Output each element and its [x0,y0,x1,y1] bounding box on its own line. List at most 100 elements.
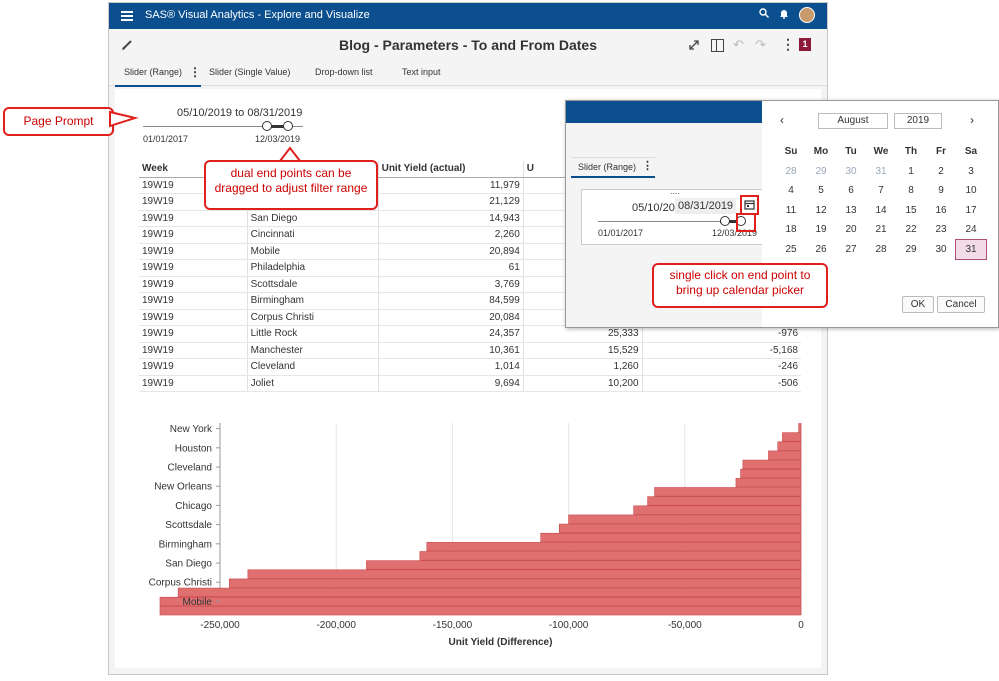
calendar-day[interactable]: 1 [908,165,914,177]
calendar-day[interactable]: 11 [785,204,797,216]
user-avatar[interactable] [799,7,815,23]
table-row[interactable]: 19W19 Cleveland 1,014 1,260 -246 [139,358,801,376]
calendar-day[interactable]: 28 [785,165,797,177]
calendar-day[interactable]: 16 [935,204,947,216]
x-tick-label: -200,000 [316,620,356,631]
table-cell: 19W19 [139,309,248,326]
table-cell: Cincinnati [247,226,379,244]
table-cell: 1,260 [523,358,643,376]
page-badge[interactable]: 1 [799,38,811,51]
calendar-day[interactable]: 24 [965,224,977,236]
table-cell: 21,129 [378,193,524,211]
calendar-day[interactable]: 14 [875,204,887,216]
calendar-day[interactable]: 26 [815,243,827,255]
bar [633,505,802,515]
y-tick-label: San Diego [165,559,212,570]
bar [740,468,802,479]
y-tick-label: Scottsdale [165,520,212,531]
calendar-day[interactable]: 29 [905,243,917,255]
calendar-day[interactable]: 6 [848,185,854,197]
calendar-day[interactable]: 21 [875,224,887,236]
calendar-day[interactable]: 9 [938,185,944,197]
slider-track[interactable] [143,126,303,127]
calendar-day[interactable]: 18 [785,224,797,236]
calendar-day[interactable]: 15 [905,204,917,216]
calendar-day[interactable]: 23 [935,224,947,236]
x-tick-label: 0 [798,620,804,631]
bar [419,551,802,561]
maximize-icon[interactable] [688,39,700,51]
calendar-day[interactable]: 17 [965,204,977,216]
calendar-day[interactable]: 30 [845,165,857,177]
bar [247,569,802,579]
calendar-icon[interactable] [740,195,759,215]
month-select[interactable]: August [818,113,888,129]
table-cell: Cleveland [247,358,379,376]
calendar-day[interactable]: 10 [965,185,977,197]
year-select[interactable]: 2019 [894,113,942,129]
calendar-day[interactable]: 28 [875,243,887,255]
tab-slider-single-value[interactable]: Slider (Single Value) [209,67,291,77]
y-tick-label: New York [170,424,213,435]
weekday-label: Tu [845,146,857,158]
popup-start-knob[interactable] [720,216,730,226]
calendar-day[interactable]: 2 [938,165,944,177]
table-cell: 84,599 [378,292,524,310]
more-options-icon[interactable]: ⋮ [781,36,795,52]
calendar-day[interactable]: 20 [845,224,857,236]
calendar-week: 11 12 13 14 15 16 17 [776,201,986,221]
bar [159,606,802,616]
cancel-button[interactable]: Cancel [937,296,985,313]
next-month-icon[interactable]: › [970,113,974,127]
popup-slider-track[interactable] [598,221,738,222]
table-cell: -506 [642,375,801,392]
undo-icon[interactable]: ↶ [733,37,744,52]
calendar-day[interactable]: 29 [815,165,827,177]
edit-pencil-icon[interactable] [121,39,133,51]
table-cell: 9,694 [378,375,524,392]
slider-end-knob[interactable] [283,121,293,131]
calendar-day[interactable]: 22 [905,224,917,236]
table-cell: 19W19 [139,276,248,293]
hamburger-menu-icon[interactable] [121,9,133,23]
table-cell: 19W19 [139,358,248,376]
calendar-week: 25 26 27 28 29 30 31 [776,238,987,260]
end-date-input[interactable]: 08/31/2019 [675,198,737,214]
popup-tab-slider-range[interactable]: Slider (Range) [571,157,655,178]
calendar-day[interactable]: 3 [968,165,974,177]
calendar-day[interactable]: 13 [845,204,857,216]
tab-text-input[interactable]: Text input [402,67,441,77]
drag-handle-icon[interactable]: .... [670,186,681,196]
ok-button[interactable]: OK [902,296,934,313]
calendar-day[interactable]: 31 [955,238,987,260]
table-cell: 19W19 [139,243,248,260]
slider-selected-range [267,125,289,128]
slider-start-knob[interactable] [262,121,272,131]
tab-drop-down-list[interactable]: Drop-down list [315,67,373,77]
calendar-day[interactable]: 5 [818,185,824,197]
table-cell: Joliet [247,375,379,392]
panel-layout-icon[interactable] [711,39,724,52]
table-row[interactable]: 19W19 Little Rock 24,357 25,333 -976 [139,325,801,343]
calendar-day[interactable]: 31 [875,165,887,177]
popup-tab-menu-icon[interactable]: ⋮ [642,160,653,172]
tab-menu-icon[interactable]: ⋮ [189,65,201,79]
calendar-day[interactable]: 7 [878,185,884,197]
bar [159,596,802,607]
report-title: Blog - Parameters - To and From Dates [338,37,597,53]
calendar-day[interactable]: 4 [788,185,794,197]
calendar-day[interactable]: 19 [815,224,827,236]
column-header[interactable]: Unit Yield (actual) [378,161,524,178]
prev-month-icon[interactable]: ‹ [780,113,784,127]
table-row[interactable]: 19W19 Manchester 10,361 15,529 -5,168 [139,342,801,359]
notification-bell-icon[interactable] [779,8,789,19]
calendar-day[interactable]: 27 [845,243,857,255]
search-icon[interactable] [759,8,769,18]
calendar-day[interactable]: 12 [815,204,827,216]
table-row[interactable]: 19W19 Joliet 9,694 10,200 -506 [139,375,801,392]
redo-icon[interactable]: ↷ [755,37,766,52]
tab-slider-range[interactable]: Slider (Range) ⋮ [115,61,201,87]
calendar-day[interactable]: 30 [935,243,947,255]
calendar-day[interactable]: 25 [785,243,797,255]
calendar-day[interactable]: 8 [908,185,914,197]
